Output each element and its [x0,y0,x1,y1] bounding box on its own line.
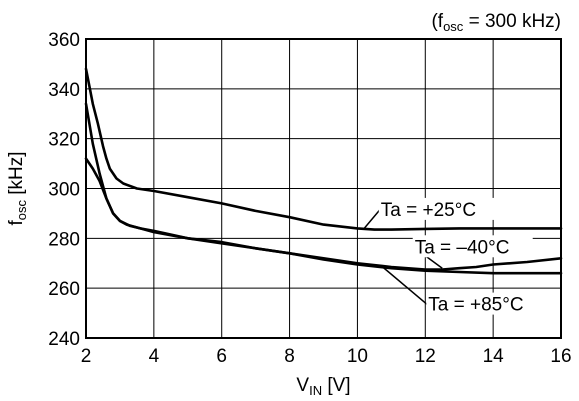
curve-label-ta-85-c: Ta = +85°C [428,295,523,316]
curve-label-ta-40-c: Ta = –40°C [415,237,510,258]
series-line-ta-25-c [84,67,563,231]
curve-label-ta-25-c: Ta = +25°C [381,200,476,221]
condition-annotation: (fosc = 300 kHz) [431,11,561,34]
x-tick-label: 6 [216,346,227,367]
x-tick-label: 4 [149,346,160,367]
y-tick-label: 360 [48,30,80,51]
x-tick-label: 16 [550,346,571,367]
y-axis-title: fosc [kHz] [6,151,29,225]
y-tick-label: 320 [48,130,80,151]
x-tick-label: 10 [347,346,368,367]
curve-labels: Ta = +25°C Ta = –40°C Ta = +85°C [363,197,547,316]
x-axis-title: VIN [V] [296,375,350,398]
x-tick-label: 14 [483,346,505,367]
curve-label-ta-25-c-bg [378,197,499,220]
curve-label-ta-85-c-leader [380,265,428,306]
y-tick-label: 340 [48,80,80,101]
series-line-ta-85-c [84,157,563,275]
curve-label-ta-25-c-leader [363,209,381,229]
y-tick-label: 260 [48,279,80,300]
x-tick-label: 12 [415,346,436,367]
y-tick-label: 280 [48,229,80,250]
curve-label-ta-40-c-bg [412,235,533,258]
grid [86,39,561,338]
y-tick-label: 240 [48,329,80,350]
tick-labels: 2 4 6 8 10 12 14 16 240 260 280 300 320 340 360 [48,30,571,367]
curve-label-ta-85-c-bg [426,292,547,315]
y-tick-label: 300 [48,180,80,201]
x-tick-label: 2 [81,346,92,367]
plot-frame [85,38,562,339]
x-tick-label: 8 [284,346,295,367]
data-curves [84,67,563,275]
